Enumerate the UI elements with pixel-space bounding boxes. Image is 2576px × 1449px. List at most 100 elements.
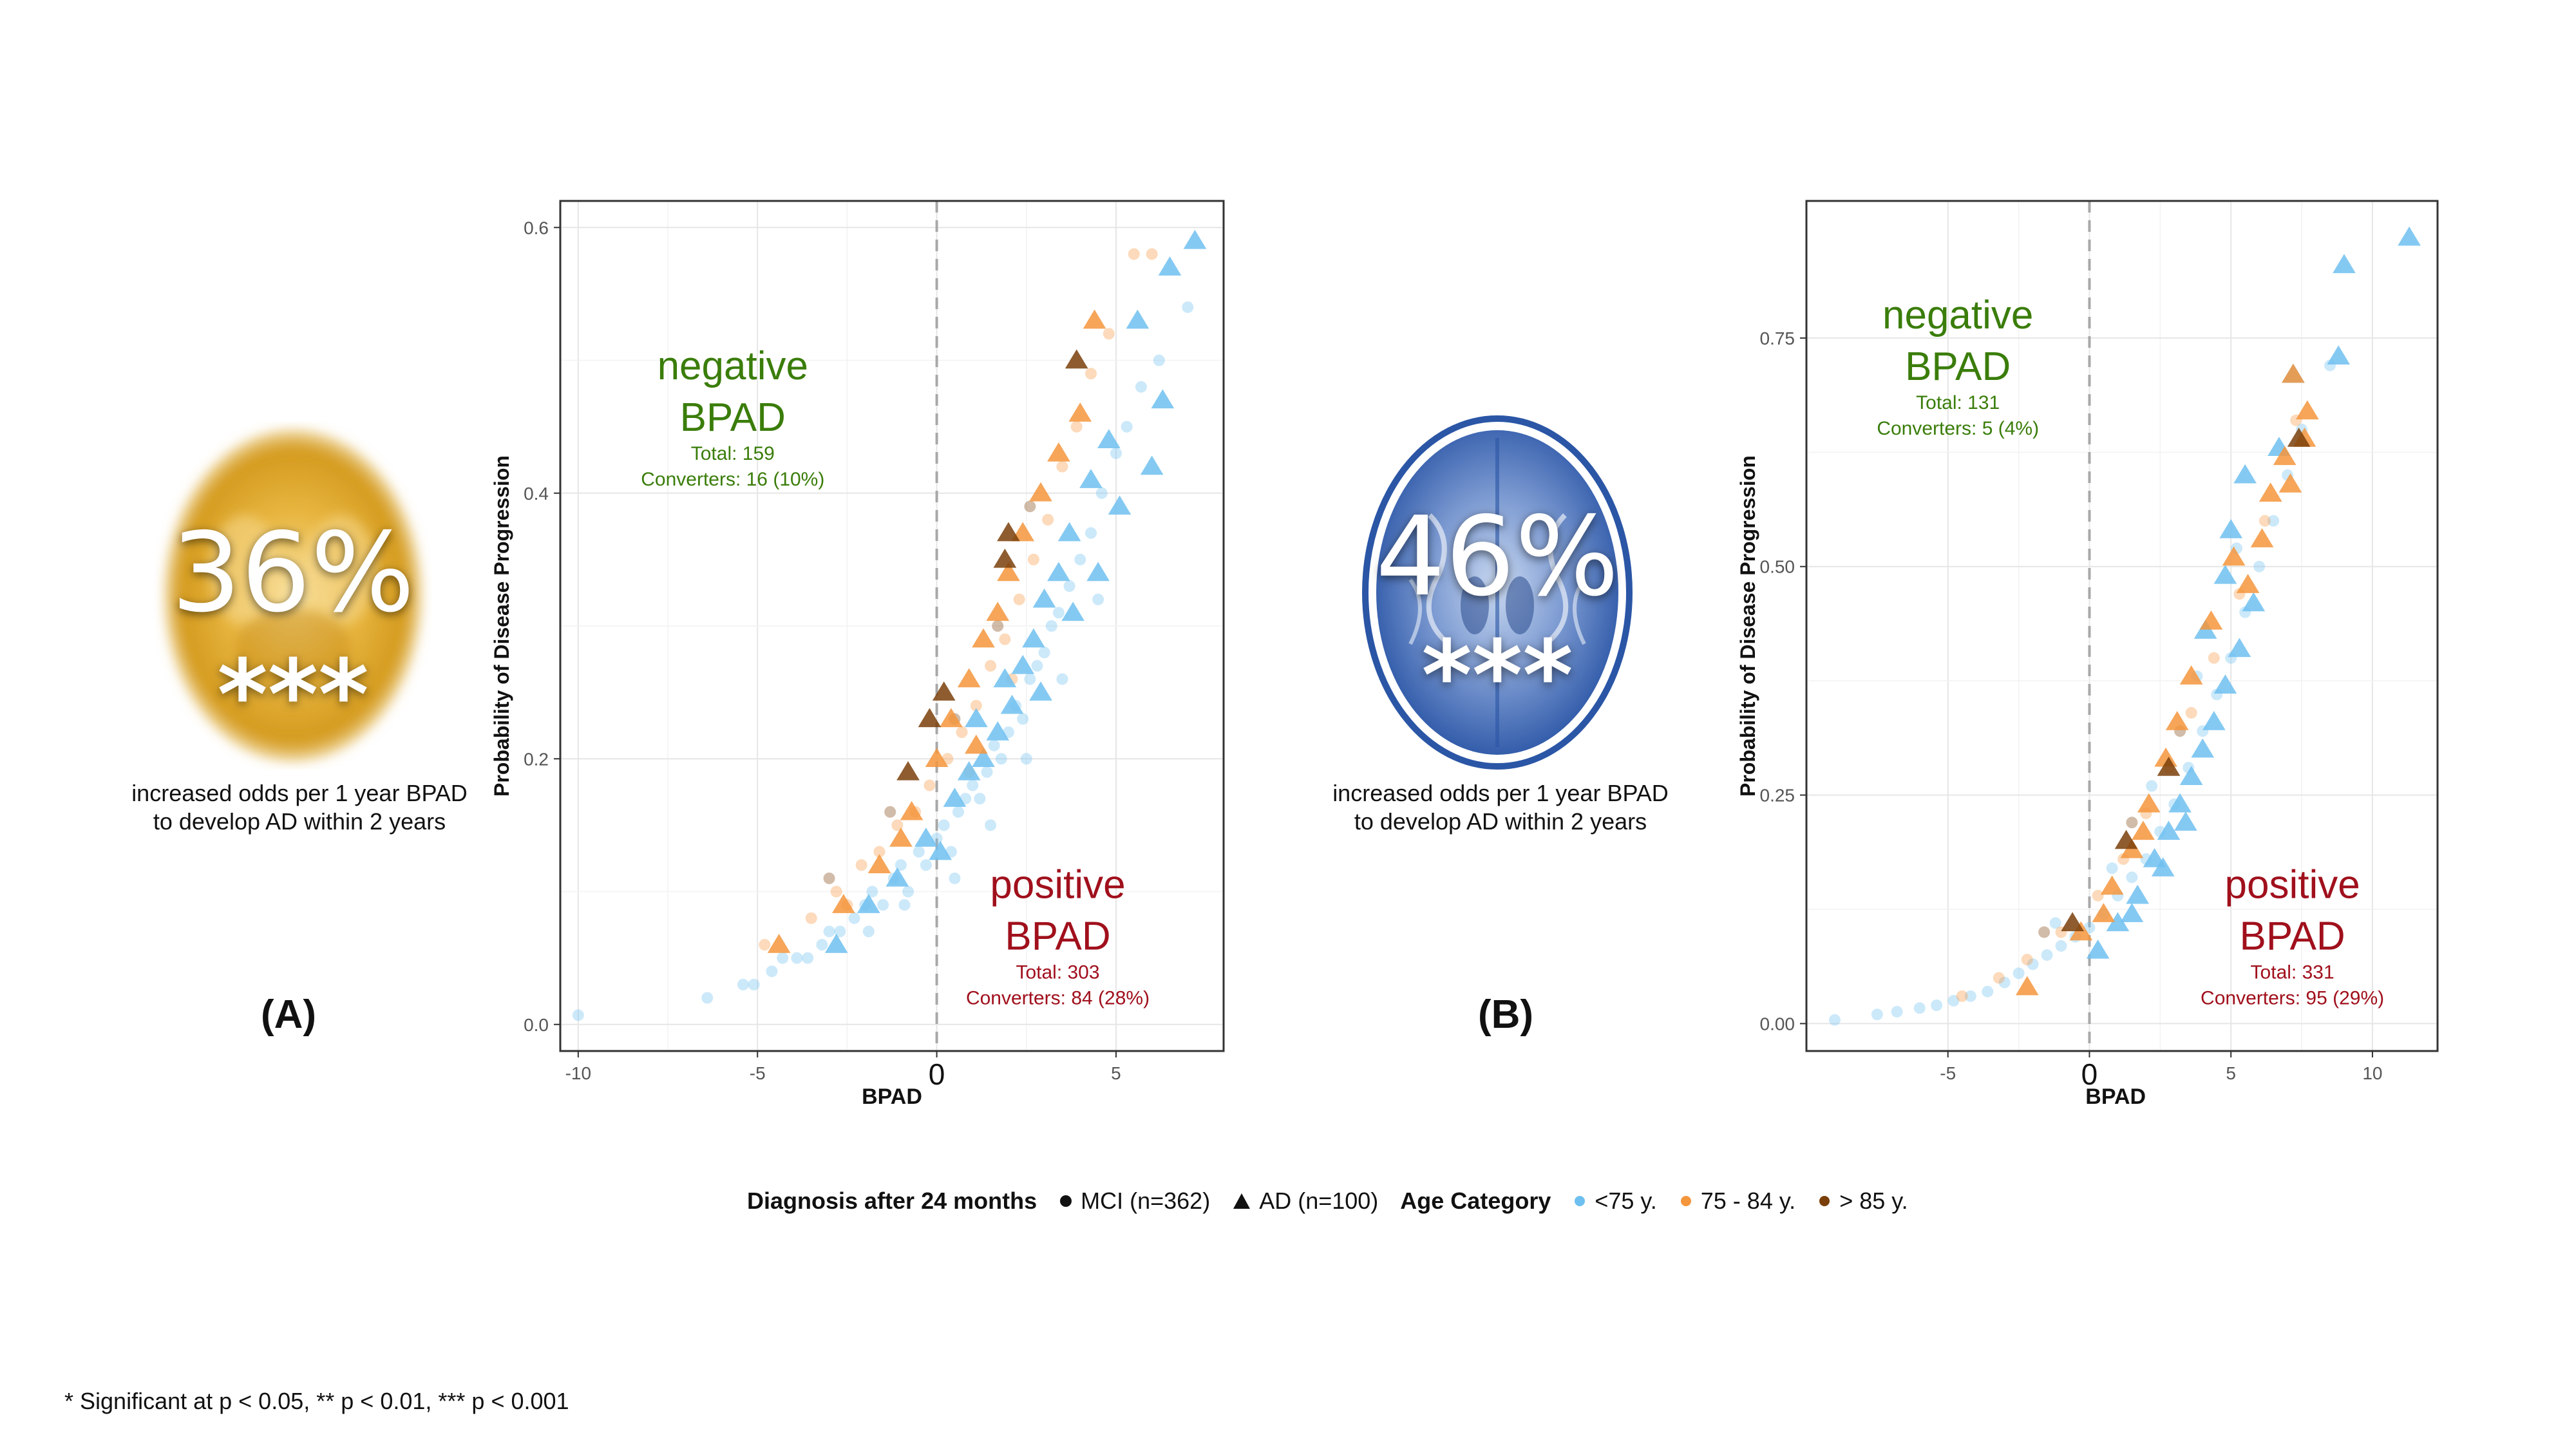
data-point — [1024, 673, 1036, 685]
data-point — [2179, 766, 2203, 785]
panel-b-significance-stars: *** — [1421, 620, 1573, 732]
positive-converters: Converters: 95 (29%) — [2201, 987, 2384, 1009]
positive-total: Total: 331 — [2251, 961, 2334, 983]
y-tick-label: 0.00 — [1760, 1014, 1795, 1034]
data-point — [1964, 990, 1976, 1002]
negative-bpad-title: negative — [1882, 293, 2033, 337]
data-point — [896, 761, 920, 781]
data-point — [1097, 429, 1121, 448]
data-point — [862, 925, 875, 938]
data-point — [988, 739, 1000, 752]
y-tick-label: 0.4 — [524, 484, 549, 504]
series-ad-85-y- — [2061, 428, 2311, 932]
data-point — [2049, 917, 2061, 929]
series-ad-75-84-y- — [767, 309, 1106, 953]
data-point — [2061, 912, 2084, 932]
data-point — [2242, 592, 2266, 612]
data-point — [1931, 999, 1943, 1012]
data-point — [1052, 607, 1065, 619]
series-ad-75-y- — [824, 229, 1207, 953]
data-point — [913, 846, 925, 858]
data-point — [2092, 889, 2104, 902]
data-point — [802, 952, 814, 964]
x-axis-label: BPAD — [862, 1084, 922, 1109]
data-point — [748, 978, 760, 990]
series-mci-75-84-y- — [759, 248, 1158, 951]
data-point — [972, 748, 995, 767]
data-point — [985, 659, 997, 672]
positive-total: Total: 303 — [1016, 961, 1099, 983]
circle-young-icon — [1575, 1196, 1586, 1206]
data-point — [1047, 562, 1070, 582]
triangle-marker-icon — [1233, 1193, 1251, 1209]
data-point — [2259, 482, 2282, 502]
data-point — [938, 819, 950, 831]
panel-a-odds-line2: to develop AD within 2 years — [153, 808, 446, 835]
data-point — [766, 965, 778, 978]
data-point — [898, 899, 911, 911]
plot-frame — [1805, 200, 2439, 1052]
legend-ad-label: AD (n=100) — [1259, 1188, 1379, 1214]
data-point — [877, 899, 889, 911]
data-point — [805, 912, 817, 924]
data-point — [2126, 884, 2150, 904]
data-point — [824, 934, 848, 953]
data-point — [2295, 400, 2319, 420]
data-point — [2213, 564, 2237, 584]
legend-item-ad: AD (n=100) — [1232, 1188, 1378, 1215]
legend-item-mci: MCI (n=362) — [1059, 1188, 1210, 1215]
data-point — [2282, 363, 2305, 383]
negative-total: Total: 159 — [691, 443, 775, 464]
legend-age-title: Age Category — [1400, 1188, 1551, 1214]
data-point — [1038, 647, 1050, 659]
data-point — [974, 793, 986, 805]
data-point — [759, 939, 771, 951]
circle-old-icon — [1819, 1196, 1830, 1206]
data-point — [2126, 871, 2138, 884]
data-point — [2126, 817, 2138, 829]
data-point — [2222, 546, 2246, 566]
data-point — [830, 886, 842, 898]
x-tick-label: -5 — [1940, 1063, 1956, 1083]
data-point — [2228, 638, 2251, 658]
data-point — [2174, 811, 2197, 831]
data-point — [1042, 514, 1054, 526]
data-point — [2208, 652, 2220, 664]
data-point — [1871, 1009, 1883, 1021]
x-axis-label: BPAD — [2085, 1084, 2146, 1109]
data-point — [1029, 681, 1052, 701]
data-point — [891, 819, 904, 831]
data-point — [992, 620, 1004, 632]
data-point — [1135, 381, 1147, 393]
data-point — [997, 522, 1020, 542]
x-tick-label: -10 — [565, 1063, 591, 1083]
y-axis-label: Probability of Disease Progression — [490, 455, 513, 797]
data-point — [2114, 829, 2138, 849]
data-point — [1057, 522, 1081, 542]
data-point — [999, 633, 1011, 645]
legend-item-young: <75 y. — [1573, 1188, 1657, 1215]
data-point — [2015, 976, 2039, 996]
data-point — [1056, 460, 1068, 473]
data-point — [1947, 994, 1960, 1007]
panel-a-label: (A) — [261, 992, 317, 1037]
data-point — [1061, 601, 1085, 621]
negative-bpad-subtitle: BPAD — [1905, 345, 2011, 389]
legend-young-label: <75 y. — [1595, 1188, 1657, 1214]
panel-b-odds-text: increased odds per 1 year BPAD to develo… — [1307, 779, 1694, 836]
data-point — [1151, 389, 1175, 409]
data-point — [2287, 428, 2311, 447]
data-point — [2157, 820, 2181, 840]
data-point — [985, 819, 997, 831]
legend-item-mid: 75 - 84 y. — [1679, 1188, 1795, 1215]
x-tick-label: 10 — [2362, 1063, 2382, 1083]
data-point — [2021, 954, 2033, 966]
legend-diagnosis-title: Diagnosis after 24 months — [747, 1188, 1037, 1214]
x-tick-label: 5 — [1111, 1063, 1121, 1083]
data-point — [2168, 793, 2192, 813]
panel-b-label: (B) — [1478, 992, 1534, 1037]
data-point — [1000, 694, 1024, 714]
data-point — [967, 779, 979, 791]
data-point — [1020, 753, 1032, 765]
